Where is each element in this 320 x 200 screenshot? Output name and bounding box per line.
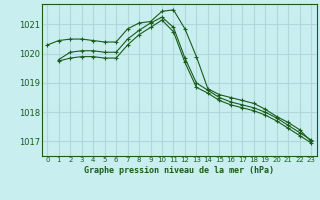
X-axis label: Graphe pression niveau de la mer (hPa): Graphe pression niveau de la mer (hPa) [84, 166, 274, 175]
